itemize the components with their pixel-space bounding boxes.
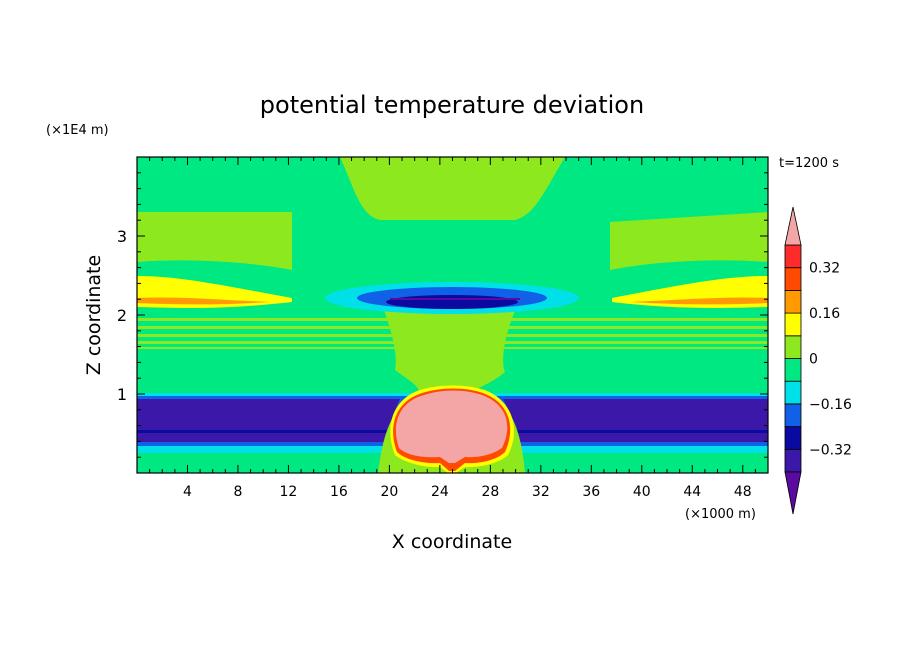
upper-plume bbox=[340, 157, 565, 220]
warm-core-left bbox=[137, 297, 270, 305]
colorbar-swatch bbox=[784, 335, 802, 359]
colorbar-swatch bbox=[784, 312, 802, 337]
x-tick-label: 40 bbox=[633, 484, 651, 500]
warm-core-right bbox=[630, 297, 768, 305]
y-unit-label: (×1E4 m) bbox=[46, 123, 109, 138]
mid-plume bbox=[380, 300, 520, 395]
x-tick-label: 36 bbox=[582, 484, 600, 500]
colorbar-swatch bbox=[784, 289, 802, 314]
time-label: t=1200 s bbox=[779, 156, 839, 171]
x-axis-ticks: 4 8 12 16 20 24 28 32 36 40 44 48 bbox=[149, 157, 756, 500]
x-tick-label: 16 bbox=[330, 484, 348, 500]
y-tick-label: 2 bbox=[117, 306, 127, 325]
colorbar-swatch bbox=[784, 403, 802, 427]
x-unit-label: (×1000 m) bbox=[685, 507, 756, 522]
x-tick-label: 24 bbox=[431, 484, 449, 500]
colorbar-swatch bbox=[784, 448, 802, 473]
cold-lens-core bbox=[386, 295, 518, 309]
x-tick-label: 8 bbox=[233, 484, 242, 500]
colorbar-label: 0.32 bbox=[809, 261, 840, 277]
cold-band-left-stripe bbox=[137, 430, 395, 433]
colorbar-swatch bbox=[784, 358, 802, 382]
colorbar-label: 0.16 bbox=[809, 306, 840, 322]
x-tick-label: 32 bbox=[532, 484, 550, 500]
y-axis-ticks: 1 2 3 bbox=[117, 172, 768, 458]
cold-band-left bbox=[137, 399, 400, 442]
y-axis-label: Z coordinate bbox=[83, 255, 105, 375]
y-tick-label: 1 bbox=[117, 385, 127, 404]
colorbar-label: 0 bbox=[809, 352, 818, 368]
colorbar-arrow-top bbox=[784, 206, 802, 246]
cold-band-right bbox=[503, 399, 768, 442]
colorbar-swatch bbox=[784, 426, 802, 450]
x-tick-label: 12 bbox=[280, 484, 298, 500]
colorbar: 0.32 0.16 0 −0.16 −0.32 bbox=[784, 206, 852, 515]
x-tick-label: 20 bbox=[380, 484, 398, 500]
chart-title: potential temperature deviation bbox=[260, 91, 644, 119]
colorbar-swatch bbox=[784, 267, 802, 291]
colorbar-arrow-bottom bbox=[784, 471, 802, 515]
cold-lens-min bbox=[390, 298, 520, 300]
cold-band-right-stripe bbox=[512, 430, 768, 433]
colorbar-label: −0.32 bbox=[809, 442, 852, 458]
warm-bubble bbox=[395, 390, 508, 463]
x-axis-label: X coordinate bbox=[392, 531, 512, 553]
x-tick-label: 4 bbox=[183, 484, 192, 500]
y-tick-label: 3 bbox=[117, 227, 127, 246]
colorbar-swatch bbox=[784, 244, 802, 269]
colorbar-label: −0.16 bbox=[809, 397, 852, 413]
x-tick-label: 28 bbox=[481, 484, 499, 500]
x-tick-label: 44 bbox=[683, 484, 701, 500]
colorbar-swatch bbox=[784, 380, 802, 405]
x-tick-label: 48 bbox=[734, 484, 752, 500]
contour-field bbox=[137, 157, 768, 473]
